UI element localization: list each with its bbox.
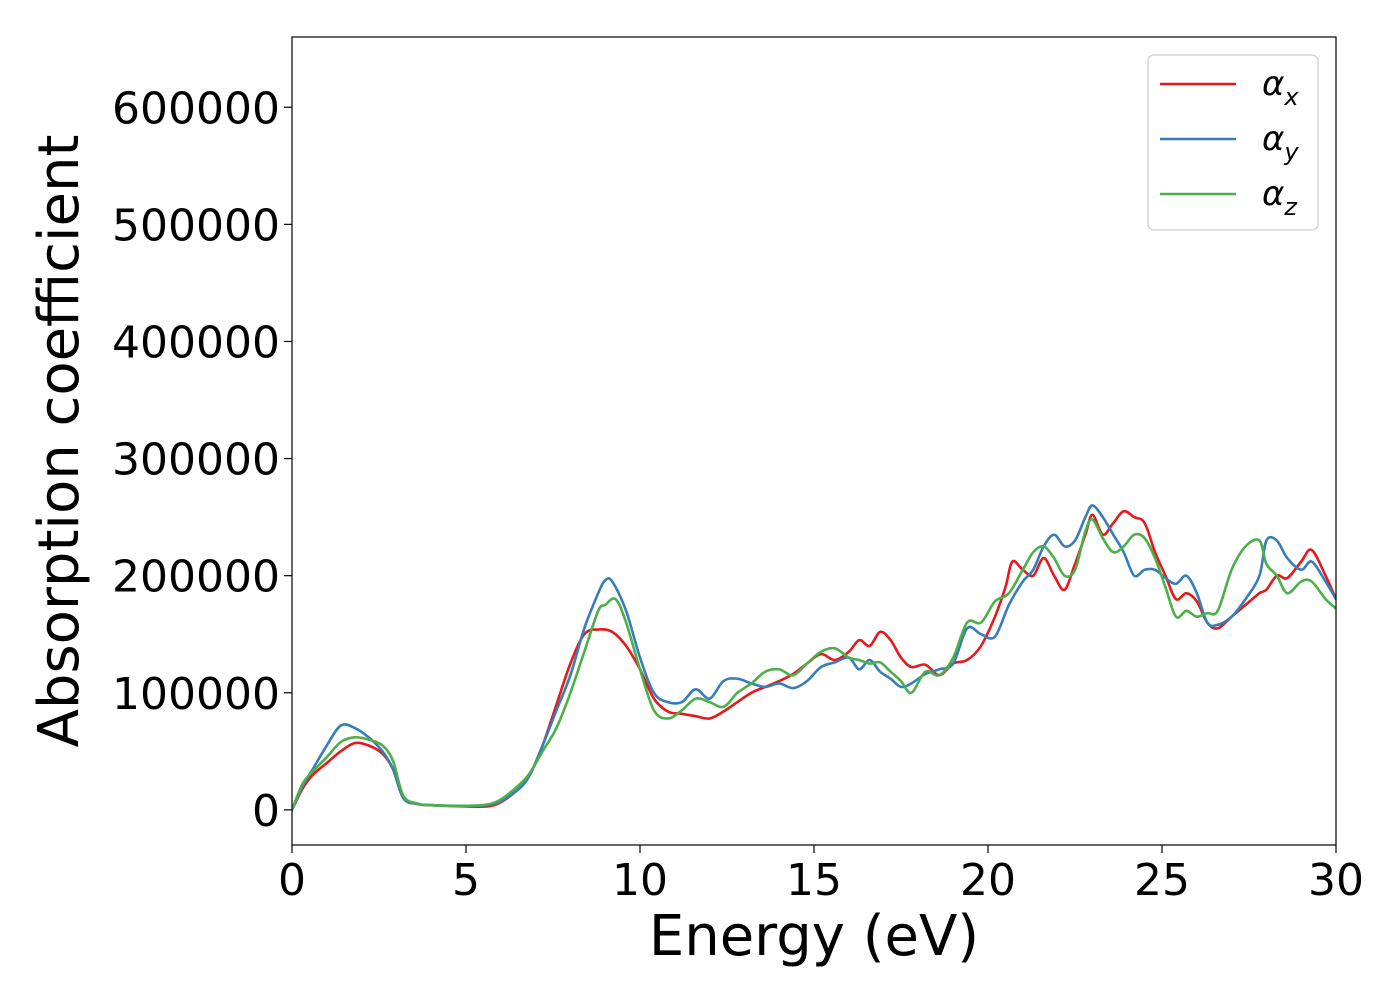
x-tick-label: 25	[1134, 855, 1190, 906]
series-line-alpha-y	[292, 504, 1336, 812]
legend-subscript: z	[1283, 193, 1298, 221]
y-tick-label: 300000	[112, 435, 280, 486]
legend-label-alpha-y: αy	[1262, 119, 1299, 166]
legend-subscript: y	[1283, 138, 1299, 166]
y-tick-label: 400000	[112, 317, 280, 368]
legend-subscript: x	[1283, 83, 1299, 111]
x-tick-label: 10	[612, 855, 668, 906]
x-tick-label: 20	[960, 855, 1016, 906]
legend-box	[1147, 54, 1319, 231]
legend-symbol: α	[1262, 64, 1284, 104]
legend-label-alpha-z: αz	[1262, 174, 1298, 221]
y-axis: 0 100000 200000 300000 400000 500000 600000	[112, 83, 292, 837]
y-tick-label: 200000	[112, 552, 280, 603]
x-tick-label: 0	[278, 855, 306, 906]
y-tick-label: 600000	[112, 83, 280, 134]
x-tick-label: 30	[1308, 855, 1364, 906]
x-tick-label: 5	[452, 855, 480, 906]
legend-symbol: α	[1262, 174, 1284, 214]
y-axis-label: Absorption coefficient	[27, 135, 92, 748]
y-tick-label: 500000	[112, 200, 280, 251]
series-layer	[292, 504, 1336, 812]
y-tick-label: 100000	[112, 669, 280, 720]
x-axis-label: Energy (eV)	[649, 904, 979, 969]
legend-symbol: α	[1262, 119, 1284, 159]
legend-label-alpha-x: αx	[1262, 64, 1299, 111]
y-tick-label: 0	[252, 786, 280, 837]
series-line-alpha-z	[292, 518, 1336, 812]
x-axis: 0 5 10 15 20 25 30	[278, 845, 1364, 906]
x-tick-label: 15	[786, 855, 842, 906]
